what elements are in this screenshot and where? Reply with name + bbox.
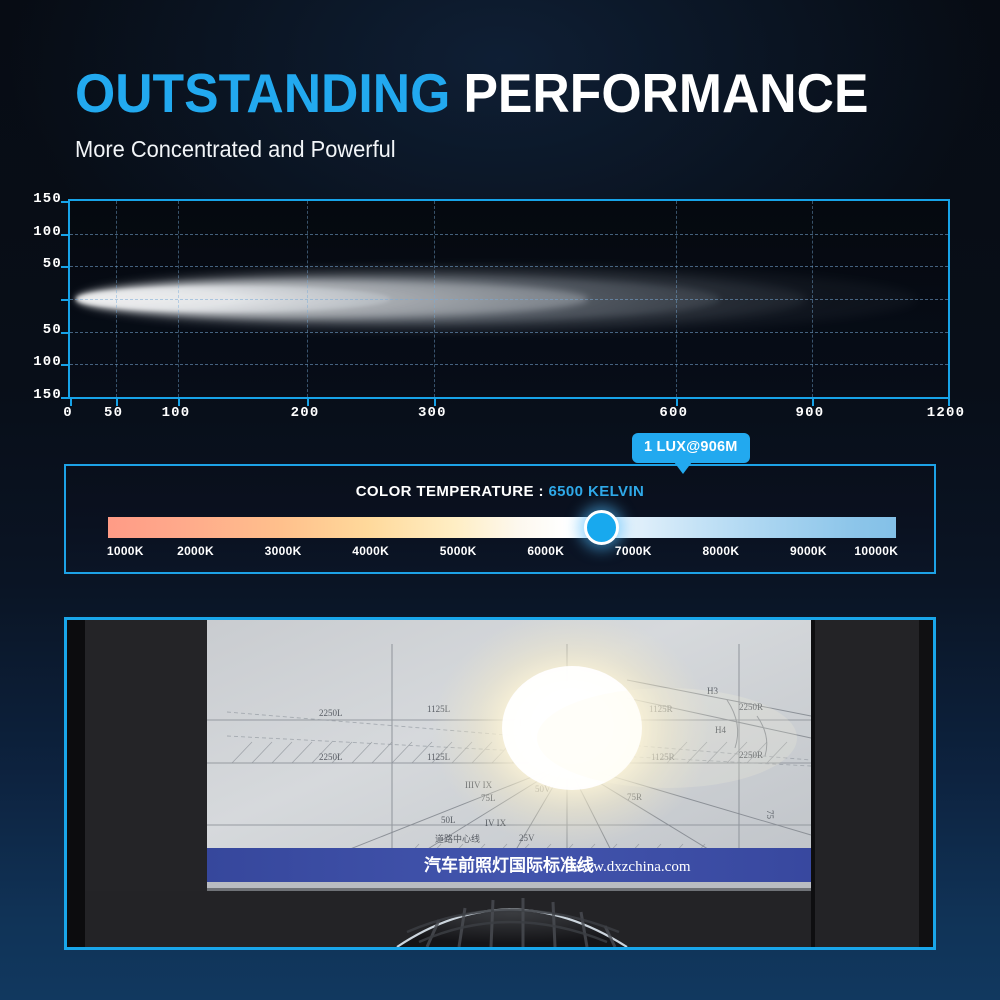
x-axis-tick [177, 397, 180, 406]
x-axis-tick [811, 397, 814, 406]
gridline-vertical [115, 201, 117, 397]
svg-text:H4: H4 [715, 725, 726, 735]
color-temperature-tick: 1000K [106, 544, 144, 558]
y-axis-label: 150 [33, 387, 62, 403]
headlight-test-photo: 2250L 1125L IIIV IX 1125R 2250R 2250L 11… [67, 620, 933, 947]
svg-text:H3: H3 [707, 686, 718, 696]
color-temperature-tick: 3000K [264, 544, 302, 558]
x-axis-label: 200 [290, 405, 320, 421]
color-temperature-tick: 6000K [527, 544, 565, 558]
x-axis-label: 0 [63, 405, 73, 421]
color-temperature-label: COLOR TEMPERATURE : [355, 483, 544, 500]
y-axis-labels: 150 100 50 50 100 150 [10, 191, 62, 403]
color-temperature-panel: COLOR TEMPERATURE : 6500 KELVIN 1000K 200… [64, 464, 936, 574]
page-subtitle: More Concentrated and Powerful [75, 136, 396, 162]
x-axis-tick [307, 397, 310, 406]
photo-svg: 2250L 1125L IIIV IX 1125R 2250R 2250L 11… [67, 620, 933, 947]
x-axis-label: 900 [795, 405, 825, 421]
color-temperature-tick: 10000K [854, 544, 899, 558]
x-axis-label: 100 [161, 405, 191, 421]
gridline-vertical [177, 201, 179, 397]
svg-text:2250L: 2250L [319, 708, 343, 718]
x-axis-tick [115, 397, 118, 406]
gridline-horizontal [70, 364, 948, 366]
gridline-vertical [675, 201, 677, 397]
color-temperature-tick: 7000K [614, 544, 652, 558]
color-temperature-value: 6500 KELVIN [548, 483, 645, 500]
page-title-rest: PERFORMANCE [463, 62, 869, 124]
page-title: OUTSTANDING PERFORMANCE [75, 66, 868, 121]
y-axis-tick [61, 201, 70, 203]
color-temperature-tick: 4000K [352, 544, 390, 558]
banner-caption-cn: 汽车前照灯国际标准线 [424, 855, 594, 875]
svg-text:50L: 50L [441, 815, 456, 825]
svg-text:道路中心线: 道路中心线 [435, 833, 480, 844]
gridline-horizontal [70, 233, 948, 235]
beam-pattern-chart: 150 100 50 50 100 150 [0, 185, 1000, 473]
x-axis-tick [70, 397, 72, 406]
color-temperature-tick: 8000K [702, 544, 740, 558]
svg-text:75: 75 [765, 810, 775, 820]
x-axis-tick [434, 397, 437, 406]
color-temperature-slider-knob[interactable] [584, 510, 619, 545]
gridline-horizontal [70, 299, 948, 300]
gridline-vertical [434, 201, 436, 397]
x-axis-label: 600 [659, 405, 689, 421]
svg-text:2250R: 2250R [739, 702, 763, 712]
x-axis-labels: 0 50 100 200 300 600 900 1200 [63, 405, 964, 427]
x-axis-label: 1200 [926, 405, 966, 421]
header: OUTSTANDING PERFORMANCE More Concentrated… [0, 0, 1000, 175]
color-temperature-gradient-bar[interactable] [108, 517, 896, 538]
y-axis-tick [61, 331, 70, 334]
y-axis-label: 50 [42, 256, 62, 273]
x-axis-tick [948, 397, 950, 406]
x-axis-tick [675, 397, 678, 406]
color-temperature-tick: 9000K [790, 544, 827, 558]
gridline-vertical [811, 201, 813, 397]
color-temperature-scale: 1000K 2000K 3000K 4000K 5000K 6000K 7000K 8000K… [106, 544, 899, 564]
chart-plot-area [61, 199, 950, 406]
lux-distance-callout-label: 1 LUX@906M [644, 439, 738, 455]
page-title-accent: OUTSTANDING [75, 62, 451, 124]
y-axis-tick [61, 397, 70, 399]
y-axis-label: 100 [33, 354, 62, 371]
lux-distance-callout: 1 LUX@906M [632, 433, 750, 473]
x-axis-label: 300 [417, 405, 447, 421]
y-axis-tick [61, 299, 70, 301]
gridline-horizontal [70, 331, 948, 333]
gridline-horizontal [70, 266, 948, 268]
gridline-vertical [307, 201, 309, 397]
y-axis-tick [61, 266, 70, 269]
x-axis-label: 50 [104, 405, 124, 421]
color-temperature-tick: 5000K [439, 544, 477, 558]
color-temperature-tick: 2000K [177, 544, 214, 558]
y-axis-tick [61, 364, 70, 367]
y-axis-label: 100 [33, 223, 62, 240]
y-axis-label: 50 [42, 321, 62, 338]
y-axis-tick [61, 233, 70, 236]
svg-text:2250R: 2250R [739, 750, 763, 760]
banner-caption-url: www.dxzchina.com [572, 859, 691, 875]
headlight-test-photo-panel: 2250L 1125L IIIV IX 1125R 2250R 2250L 11… [64, 617, 936, 950]
y-axis-label: 150 [33, 191, 62, 207]
svg-text:2250L: 2250L [319, 752, 343, 762]
color-temperature-title: COLOR TEMPERATURE : 6500 KELVIN [66, 483, 934, 500]
